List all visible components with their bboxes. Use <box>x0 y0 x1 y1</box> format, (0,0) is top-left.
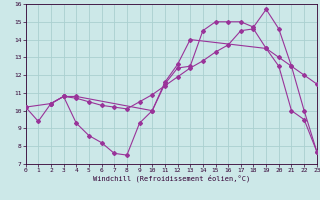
X-axis label: Windchill (Refroidissement éolien,°C): Windchill (Refroidissement éolien,°C) <box>92 175 250 182</box>
